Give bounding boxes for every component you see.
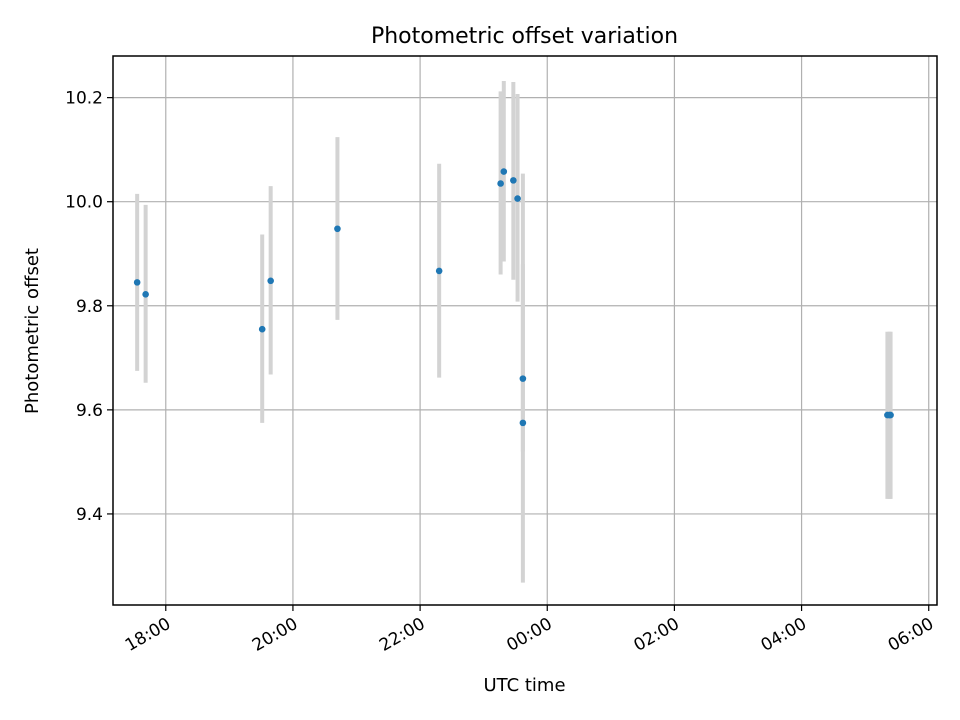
plot-frame (112, 55, 938, 606)
data-point (510, 177, 517, 184)
x-tick-label: 00:00 (503, 614, 555, 656)
y-axis-ticks: 9.4 9.6 9.8 10.0 10.2 (65, 89, 113, 525)
data-point (334, 225, 341, 233)
y-axis-label: Photometric offset (22, 248, 43, 414)
data-point (887, 411, 894, 419)
x-tick-label: 02:00 (630, 614, 682, 656)
chart-title: Photometric offset variation (371, 24, 678, 49)
data-point (497, 180, 504, 187)
x-tick-label: 06:00 (885, 614, 937, 656)
data-point (142, 291, 149, 298)
data-point (258, 325, 266, 333)
x-tick-label: 04:00 (758, 614, 810, 656)
x-axis-label: UTC time (483, 675, 565, 696)
data-point (514, 195, 521, 202)
x-tick-label: 22:00 (376, 614, 428, 656)
y-tick-label: 9.6 (76, 401, 103, 421)
x-tick-label: 18:00 (122, 614, 174, 656)
data-point (519, 419, 527, 427)
data-point (267, 277, 274, 285)
data-points (133, 168, 894, 427)
grid-lines (113, 56, 937, 605)
y-tick-label: 9.4 (76, 505, 103, 525)
data-point (519, 375, 527, 382)
data-point (500, 168, 508, 175)
y-tick-label: 10.2 (65, 89, 103, 109)
y-tick-label: 10.0 (65, 193, 103, 213)
error-bars (135, 80, 893, 583)
data-point (133, 279, 141, 286)
y-tick-label: 9.8 (76, 297, 103, 317)
x-axis-ticks: 18:00 20:00 22:00 00:00 02:00 04:00 06:00 (122, 605, 937, 656)
x-tick-label: 20:00 (249, 614, 301, 656)
data-point (435, 267, 443, 275)
